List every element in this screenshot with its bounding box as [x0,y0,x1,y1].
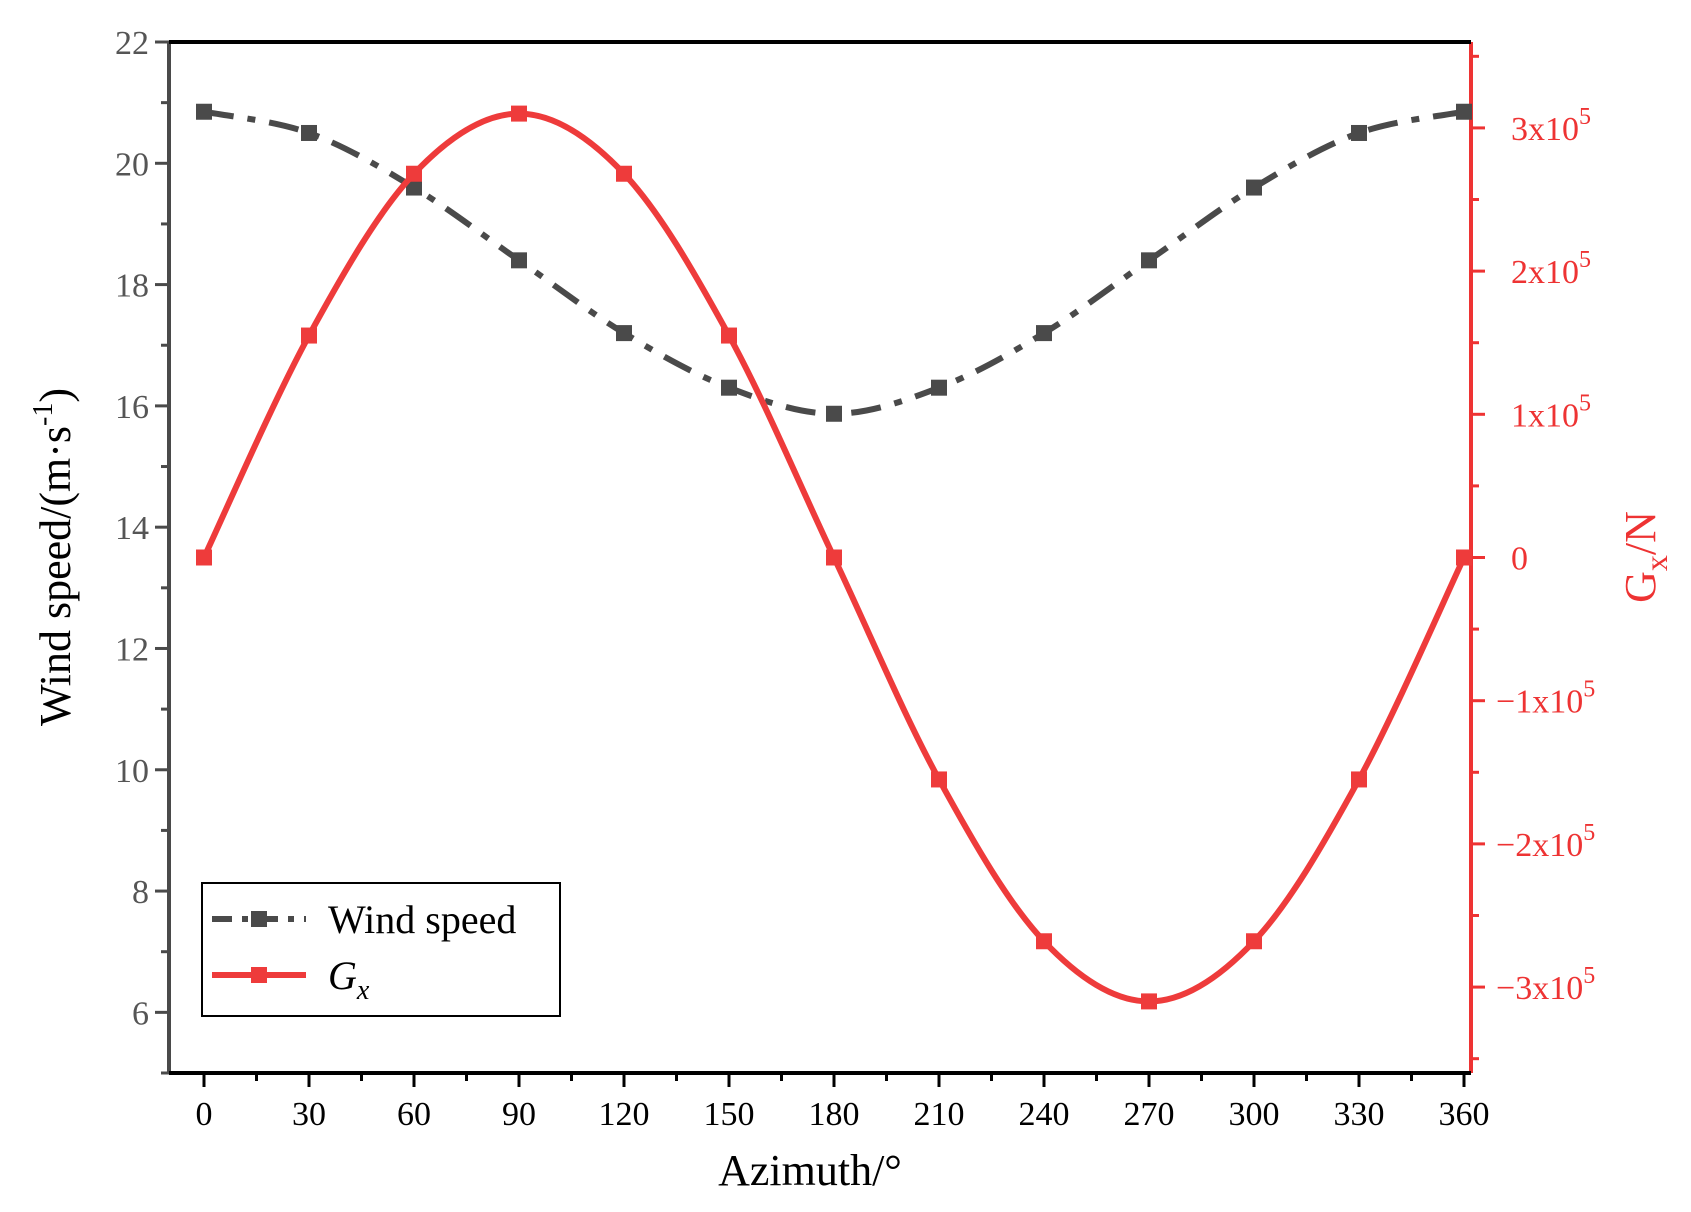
bottom-tick-label: 360 [1439,1096,1490,1133]
gx-point [931,771,947,788]
legend-wind-speed-label: Wind speed [328,897,516,942]
left-axis-title-sup: -1 [28,403,59,426]
right-tick-sign: − [1496,684,1515,721]
bottom-tick-label: 270 [1124,1096,1175,1133]
right-tick-label: 3x105 [1511,104,1591,148]
bottom-tick-label: 240 [1019,1096,1070,1133]
right-axis-title-unit: /N [1616,511,1665,555]
bottom-tick-label: 0 [196,1096,213,1133]
left-tick-label: 8 [132,874,149,911]
wind-speed-point [1036,325,1052,342]
left-tick-label: 22 [115,25,149,62]
gx-point [196,549,212,566]
legend-box [201,882,561,1017]
left-axis-ticks: 6 8 10 12 14 16 18 20 22 [115,25,169,1075]
right-axis-title-base: G [1616,571,1665,603]
legend-wind-speed-marker [251,911,267,927]
bottom-tick-label: 180 [809,1096,860,1133]
left-tick-label: 10 [115,753,149,790]
right-tick-label: 0 [1511,541,1528,578]
left-tick-label: 12 [115,631,149,668]
right-tick-mantissa: 3x10 [1515,970,1583,1007]
x-axis-title: Azimuth/° [718,1146,902,1195]
legend-gx-sub: x [356,975,370,1006]
gx-point [1456,549,1472,566]
legend-gx-label: Gx [328,953,370,1006]
left-tick-label: 18 [115,268,149,305]
bottom-tick-label: 120 [599,1096,650,1133]
wind-speed-point [196,103,212,120]
right-tick-mantissa: 2x10 [1515,827,1583,864]
right-tick-exponent: 5 [1579,247,1591,273]
bottom-tick-label: 60 [397,1096,431,1133]
right-tick-exponent: 5 [1579,104,1591,130]
left-tick-label: 20 [115,146,149,183]
left-axis-title: Wind speed/(m·s-1) [28,388,80,726]
wind-speed-point [1456,103,1472,120]
right-tick-mantissa: 3x10 [1511,111,1579,148]
wind-speed-point [1351,124,1367,141]
right-tick-sign: − [1496,970,1515,1007]
wind-speed-point [1141,252,1157,269]
legend: Wind speed Gx [201,882,561,1017]
wind-speed-point [616,325,632,342]
wind-speed-point [1246,179,1262,196]
bottom-tick-label: 90 [502,1096,536,1133]
wind-speed-point [826,405,842,422]
right-tick-exponent: 5 [1579,390,1591,416]
right-tick-exponent: 5 [1583,820,1595,846]
right-axis-title-sub: x [1638,555,1674,571]
bottom-tick-label: 210 [914,1096,965,1133]
right-tick-sign: − [1496,827,1515,864]
right-axis-title: Gx/N [1616,511,1674,603]
wind-speed-point [301,124,317,141]
right-tick-mantissa: 0 [1511,541,1528,578]
gx-point [826,549,842,566]
gx-point [1351,771,1367,788]
gx-point [1246,933,1262,950]
legend-gx-marker [251,967,267,983]
right-tick-label: −2x105 [1496,820,1595,864]
bottom-axis-ticks: 0 30 60 90 120 150 180 210 240 270 300 330 360 [196,1073,1490,1133]
gx-point [1036,933,1052,950]
right-tick-label: −3x105 [1496,963,1595,1007]
bottom-tick-label: 330 [1334,1096,1385,1133]
right-tick-mantissa: 1x10 [1511,397,1579,434]
right-tick-label: 2x105 [1511,247,1591,291]
gx-point [1141,993,1157,1010]
gx-point [616,165,632,182]
left-axis-title-close: ) [31,388,80,403]
right-tick-exponent: 5 [1583,677,1595,703]
right-tick-mantissa: 2x10 [1511,254,1579,291]
right-tick-label: 1x105 [1511,390,1591,434]
bottom-tick-label: 30 [292,1096,326,1133]
gx-point [406,165,422,182]
wind-speed-point [406,179,422,196]
left-tick-label: 6 [132,995,149,1032]
legend-gx-base: G [328,953,357,998]
axes-layer [167,40,1473,1075]
wind-speed-point [931,379,947,396]
left-axis-title-main: Wind speed/(m·s [31,426,80,726]
series-layer [196,103,1472,1010]
left-tick-label: 14 [115,510,149,547]
bottom-tick-label: 150 [704,1096,755,1133]
left-tick-label: 16 [115,389,149,426]
right-tick-mantissa: 1x10 [1515,684,1583,721]
right-tick-label: −1x105 [1496,677,1595,721]
gx-point [721,327,737,344]
wind-speed-point [721,379,737,396]
right-tick-exponent: 5 [1583,963,1595,989]
wind-speed-point [511,252,527,269]
bottom-tick-label: 300 [1229,1096,1280,1133]
gx-point [511,105,527,122]
gx-point [301,327,317,344]
